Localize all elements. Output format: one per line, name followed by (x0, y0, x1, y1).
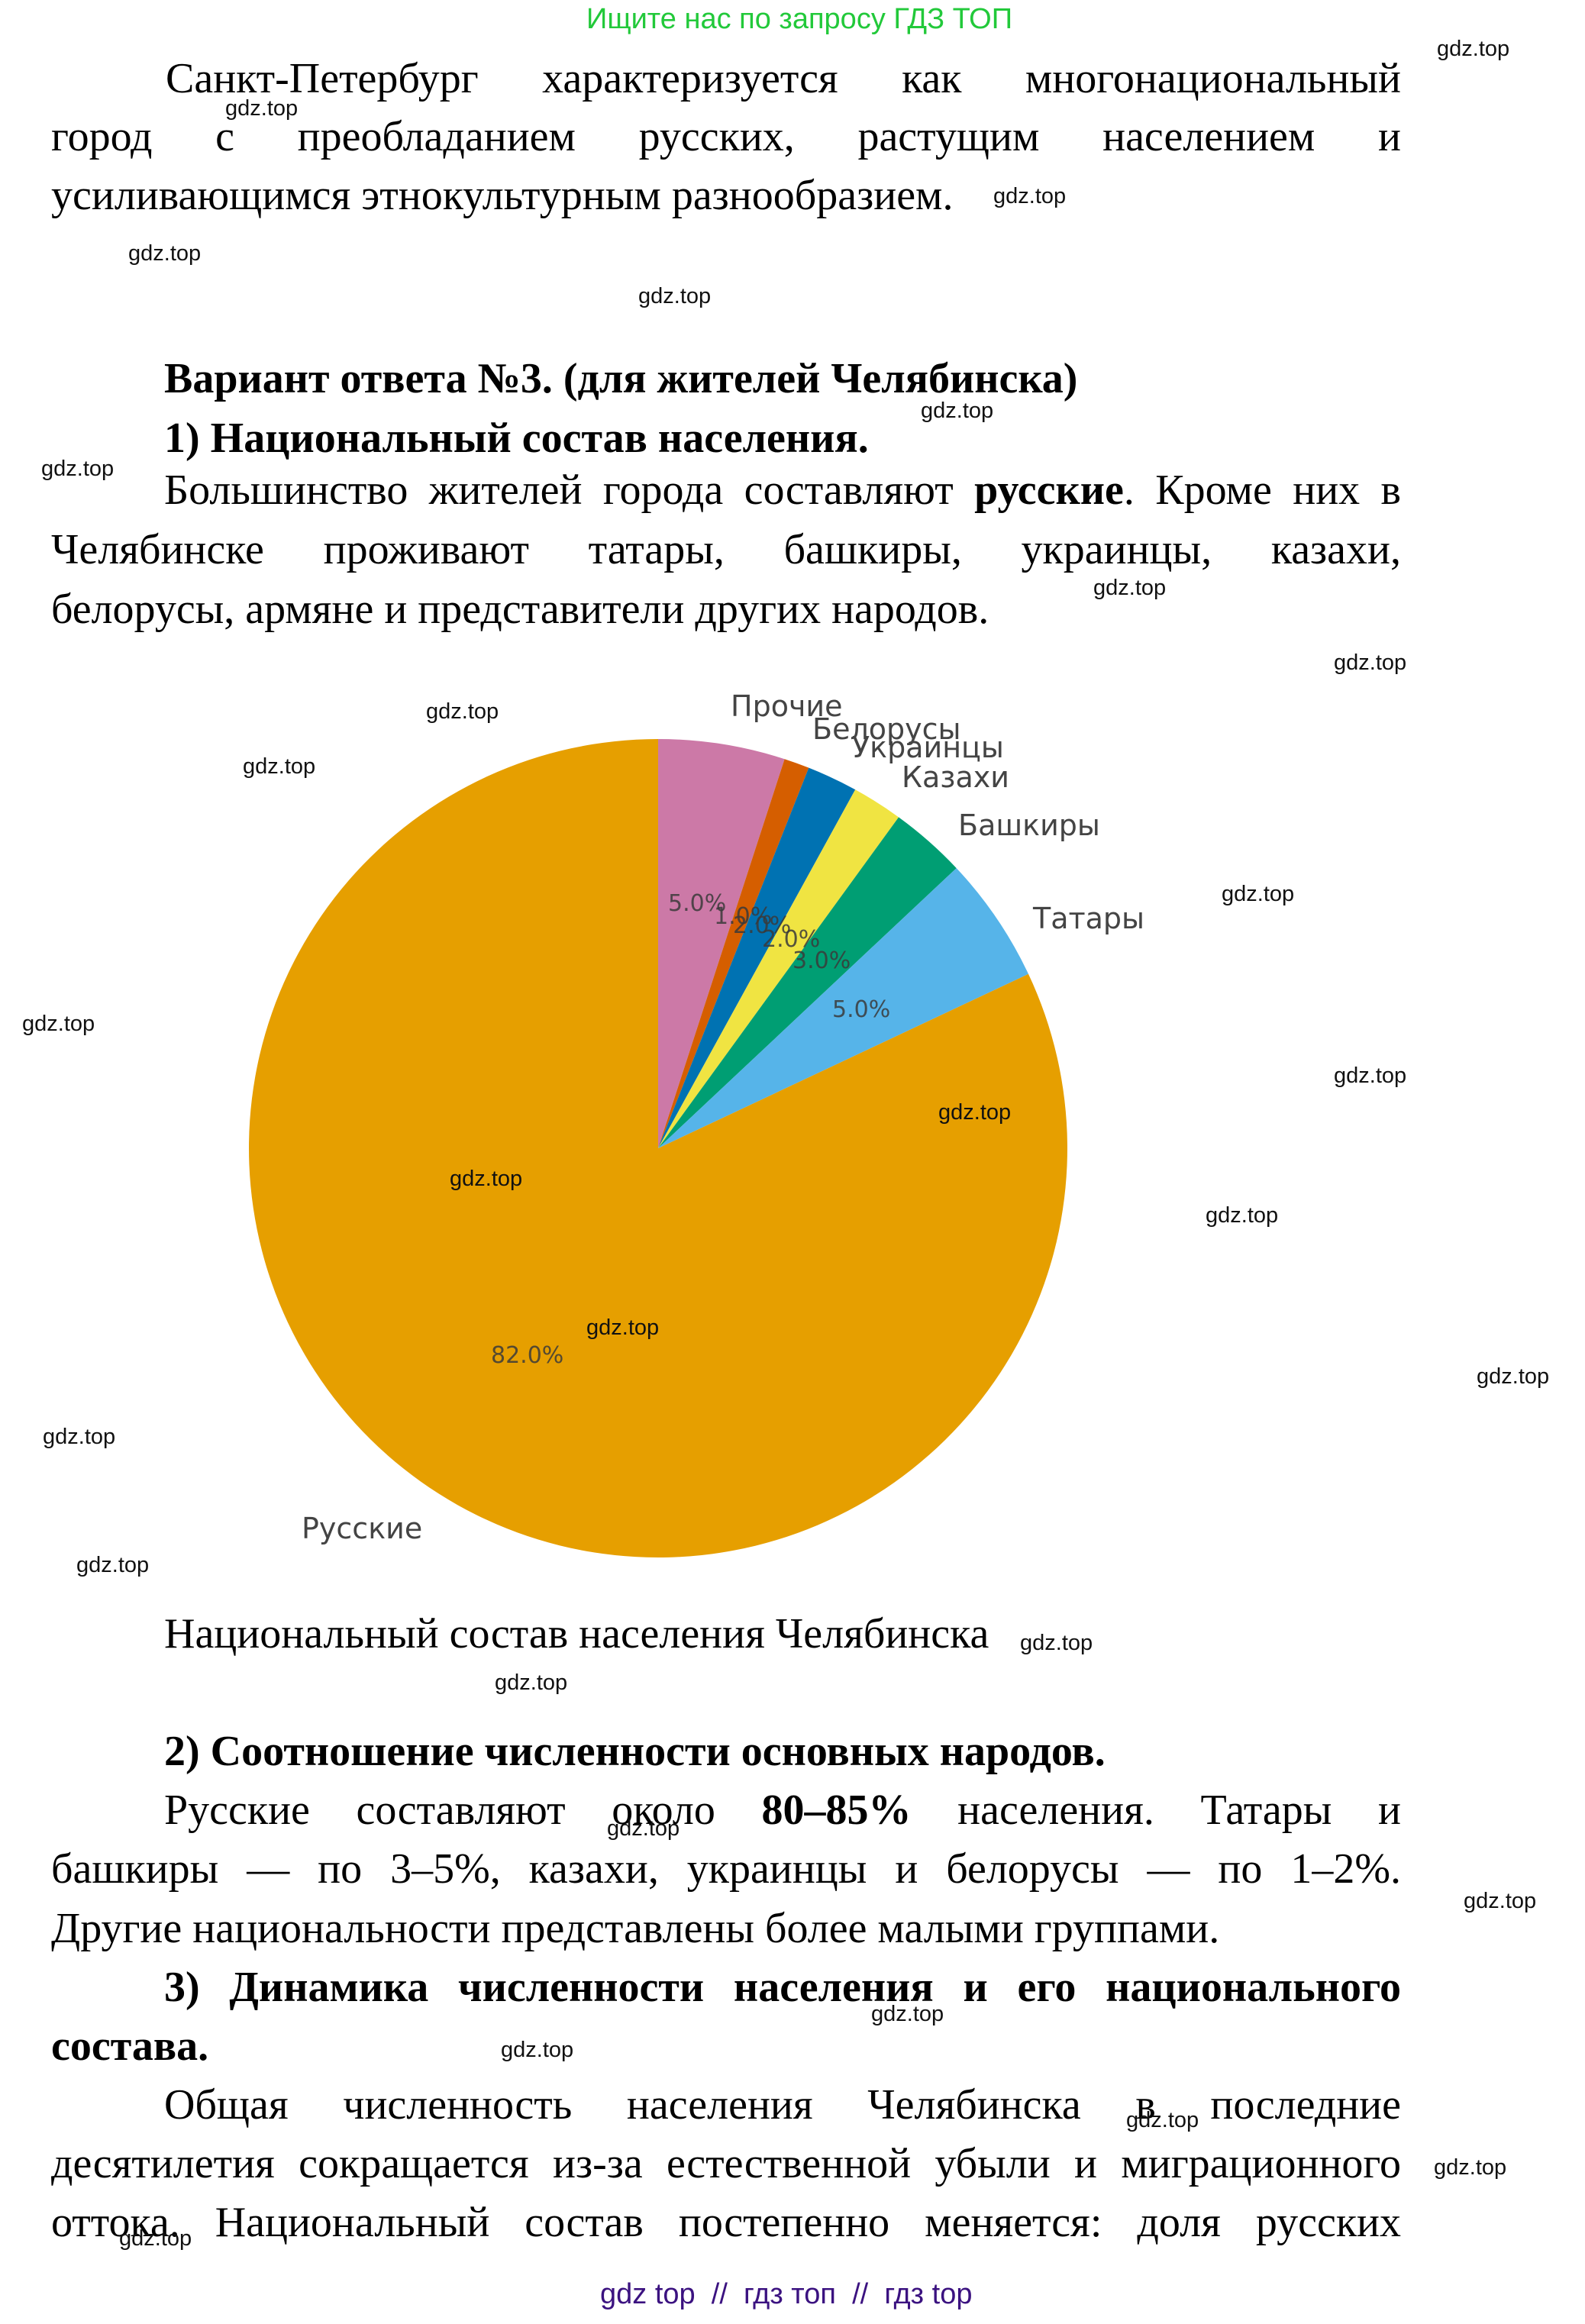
watermark-text: gdz.top (1334, 650, 1407, 675)
watermark-text: gdz.top (426, 699, 499, 724)
watermark-text: gdz.top (607, 1816, 680, 1841)
pie-slice (658, 767, 856, 1148)
text-span: Большинство жителей города составляют (164, 466, 975, 514)
variant-title: Вариант ответа №3. (для жителей Челябинс… (164, 355, 1078, 402)
watermark-text: gdz.top (501, 2038, 574, 2062)
pie-category-label: Татары (1032, 902, 1144, 935)
section1-heading: 1) Национальный состав населения. (164, 415, 869, 462)
chart-caption: Национальный состав населения Челябинска (164, 1610, 989, 1657)
watermark-text: gdz.top (993, 184, 1067, 208)
watermark-text: gdz.top (1206, 1203, 1279, 1228)
paragraph-line: оттока. Национальный состав постепенно м… (51, 2199, 1401, 2246)
watermark-text: gdz.top (586, 1315, 660, 1340)
pie-percent-label: 82.0% (491, 1342, 563, 1369)
paragraph-line: город с преобладанием русских, растущим … (51, 113, 1401, 160)
paragraph-line: башкиры — по 3–5%, казахи, украинцы и бе… (51, 1845, 1401, 1893)
watermark-text: gdz.top (225, 96, 299, 121)
watermark-text: gdz.top (119, 2226, 192, 2251)
watermark-text: gdz.top (41, 457, 115, 481)
pie-category-label: Русские (302, 1512, 422, 1545)
watermark-text: gdz.top (43, 1425, 116, 1449)
watermark-text: gdz.top (1464, 1889, 1537, 1913)
pie-slice (658, 759, 809, 1148)
paragraph-line: Общая численность населения Челябинска в… (164, 2081, 1401, 2129)
pie-labels: Прочие 5.0% Белорусы 1.0% Украинцы 2.0% Казахи… (302, 689, 1144, 1545)
pie-slice (658, 817, 957, 1148)
watermark-text: gdz.top (1477, 1364, 1550, 1389)
watermark-text: gdz.top (1093, 576, 1167, 600)
paragraph-line: Большинство жителей города составляют ру… (164, 469, 1401, 518)
section3-heading: 3) Динамика численности населения и его … (164, 1964, 1401, 2011)
pie-percent-label: 5.0% (832, 996, 890, 1023)
pie-category-label: Казахи (902, 760, 1009, 794)
watermark-text: gdz.top (1434, 2155, 1507, 2180)
watermark-text: gdz.top (871, 2002, 944, 2026)
pie-slice (658, 868, 1028, 1148)
watermark-text: gdz.top (128, 241, 202, 266)
pie-percent-label: 3.0% (792, 947, 851, 974)
search-hint-header: Ищите нас по запросу ГДЗ ТОП (586, 3, 1013, 35)
paragraph-line: Челябинске проживают татары, башкиры, ук… (51, 526, 1401, 573)
text-span: . Кроме них в (1123, 466, 1401, 514)
bold-text: 80–85% (761, 1787, 912, 1834)
pie-slice (658, 789, 899, 1148)
watermark-text: gdz.top (921, 399, 994, 423)
watermark-text: gdz.top (1437, 37, 1510, 61)
text-span: Русские составляют около (164, 1787, 762, 1834)
paragraph-line: белорусы, армяне и представители других … (51, 586, 989, 633)
pie-percent-label: 1.0% (714, 903, 772, 930)
watermark-text: gdz.top (1334, 1064, 1407, 1088)
paragraph-line: Русские составляют около 80–85% населени… (164, 1789, 1401, 1838)
watermark-text: gdz.top (1222, 882, 1295, 906)
watermark-text: gdz.top (1020, 1631, 1093, 1655)
pie-percent-label: 5.0% (668, 890, 726, 917)
watermark-text: gdz.top (638, 284, 712, 308)
paragraph-line: Санкт-Петербург характеризуется как мног… (166, 55, 1401, 102)
pie-slice (248, 739, 1068, 1557)
paragraph-line: усиливающимся этнокультурным разнообрази… (51, 172, 954, 219)
watermark-text: gdz.top (76, 1553, 150, 1577)
watermark-text: gdz.top (22, 1012, 95, 1036)
pie-category-label: Украинцы (852, 731, 1004, 764)
pie-percent-label: 2.0% (762, 926, 820, 953)
watermark-text: gdz.top (1126, 2108, 1199, 2132)
watermark-text: gdz.top (495, 1670, 568, 1695)
section2-heading: 2) Соотношение численности основных наро… (164, 1728, 1106, 1775)
bold-text: русские (974, 466, 1124, 514)
pie-slices (248, 739, 1068, 1557)
pie-category-label: Прочие (731, 689, 842, 723)
pie-slice (658, 739, 785, 1148)
paragraph-line: десятилетия сокращается из-за естественн… (51, 2140, 1401, 2187)
paragraph-line: Другие национальности представлены более… (51, 1905, 1220, 1952)
text-span: населения. Татары и (911, 1787, 1401, 1834)
watermark-text: gdz.top (243, 754, 316, 779)
section3-heading-cont: состава. (51, 2022, 209, 2070)
footer-links[interactable]: gdz top // гдз топ // гдз top (600, 2278, 973, 2310)
pie-category-label: Белорусы (812, 712, 961, 746)
pie-percent-label: 2.0% (733, 912, 791, 939)
watermark-text: gdz.top (938, 1100, 1012, 1125)
pie-category-label: Башкиры (958, 809, 1100, 842)
watermark-text: gdz.top (450, 1167, 523, 1191)
